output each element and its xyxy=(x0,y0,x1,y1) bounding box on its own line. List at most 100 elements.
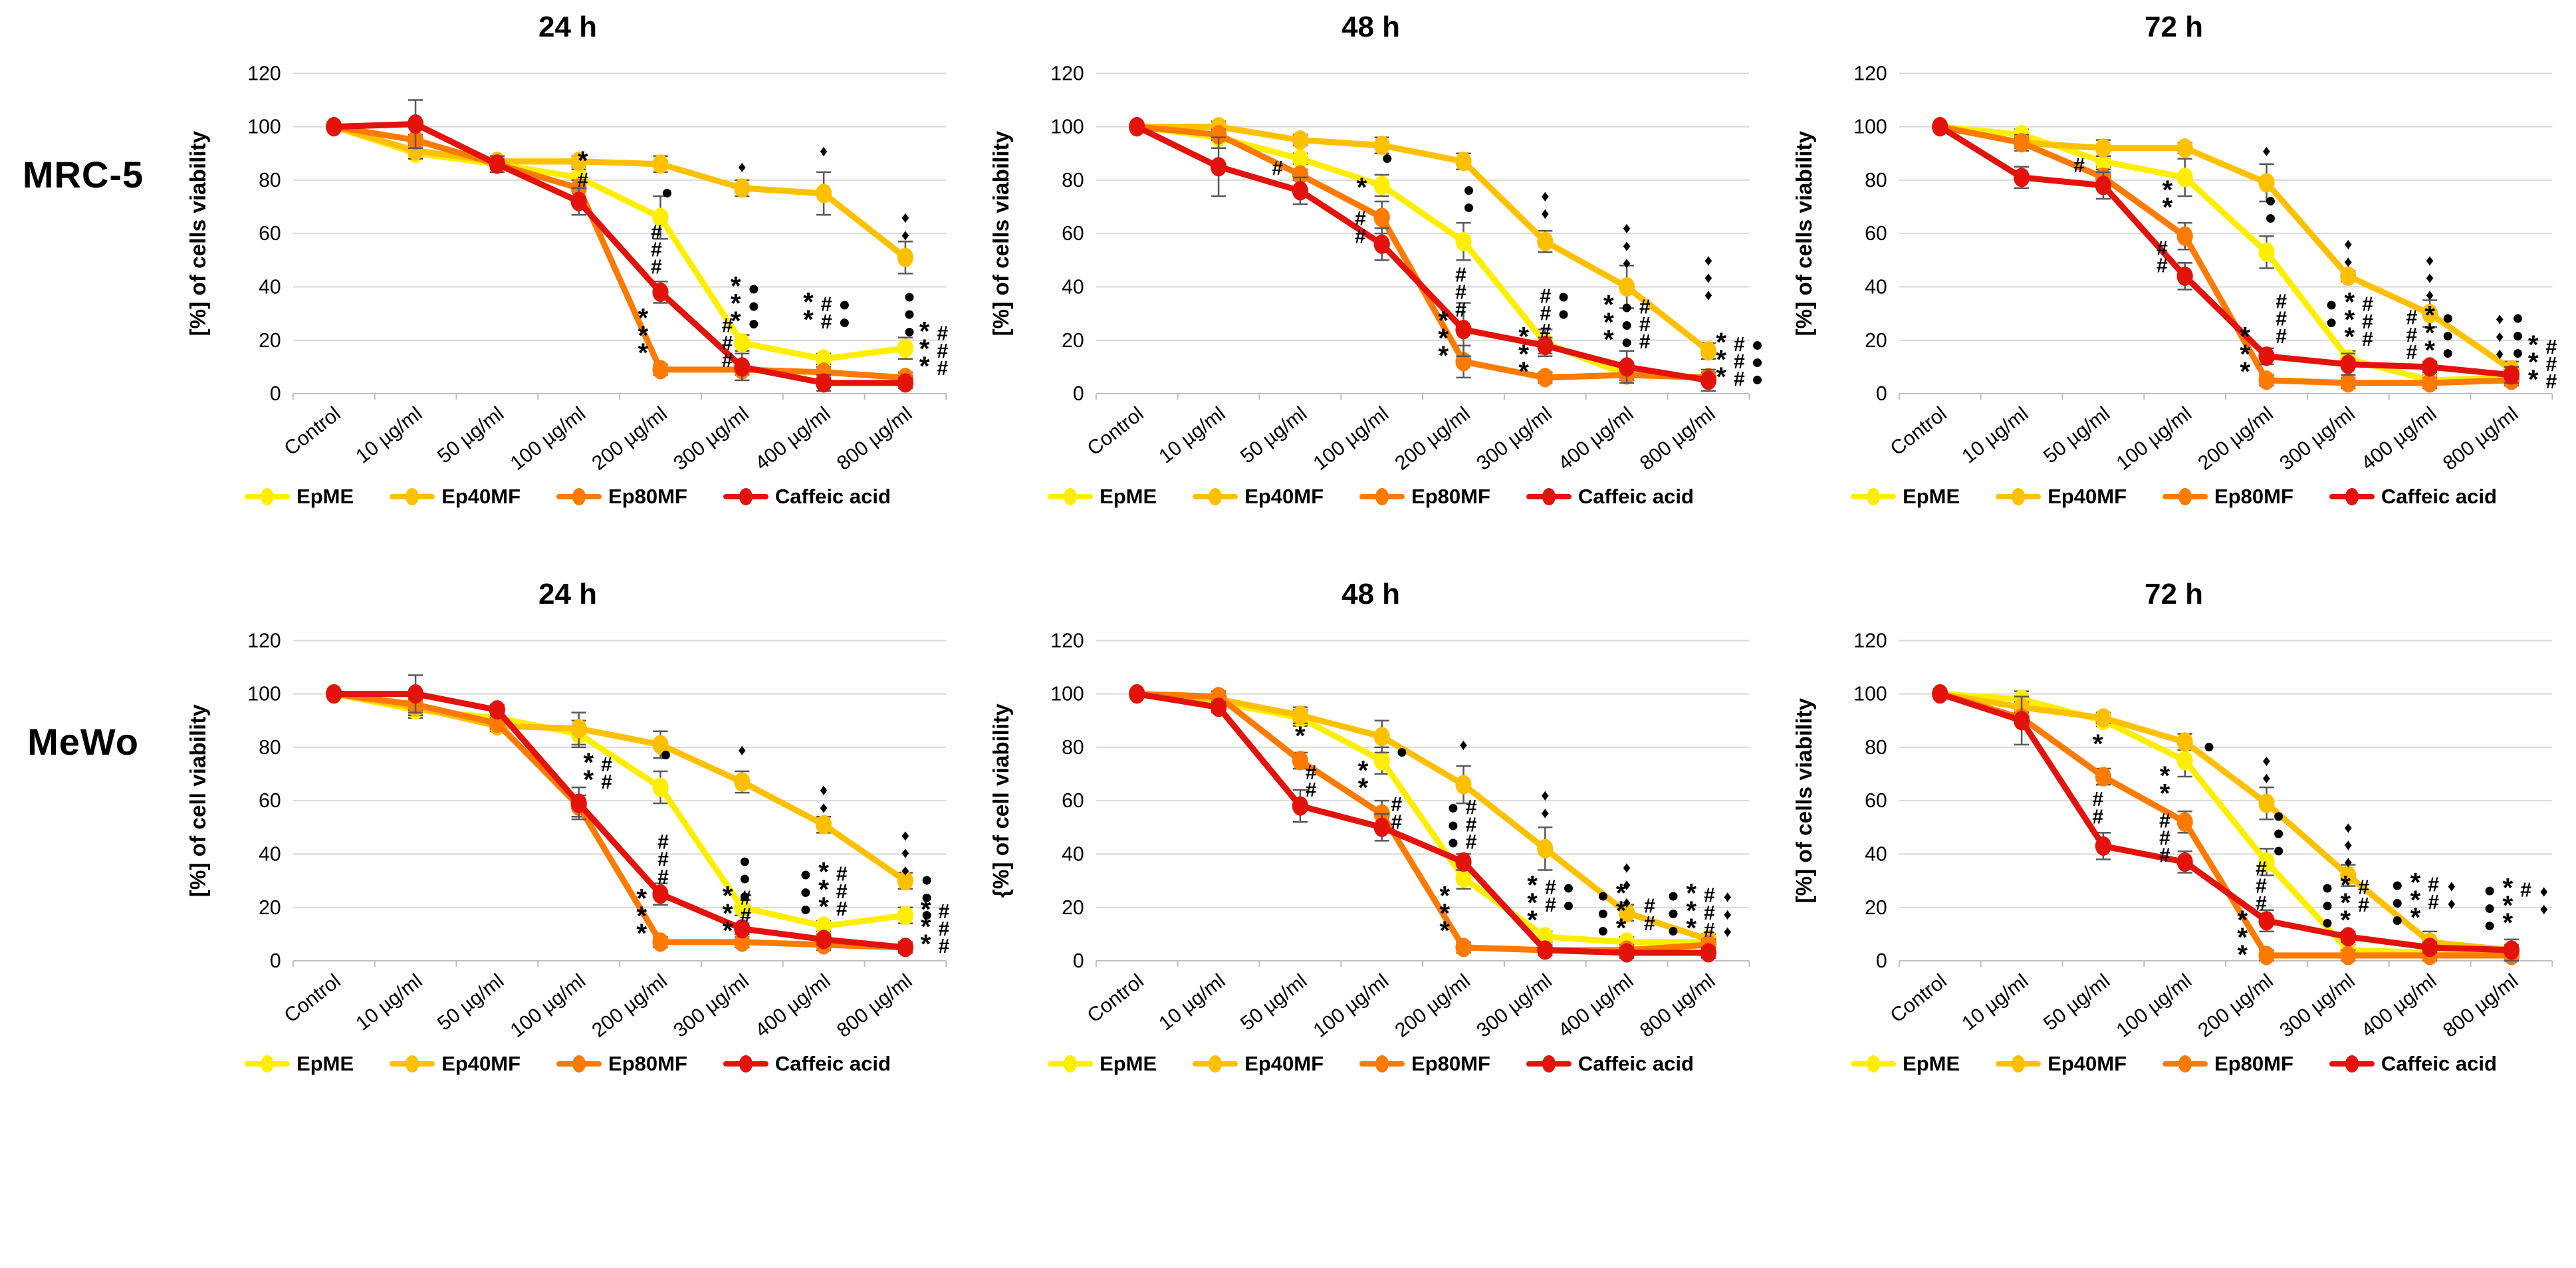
x-tick-label: 200 µg/ml xyxy=(2194,403,2278,475)
significance-annotation: ♦ ♦ ♦ xyxy=(1704,251,1712,304)
legend-label: Ep80MF xyxy=(1411,1052,1490,1075)
y-tick-label: 100 xyxy=(247,116,281,138)
series-marker-caffeic-acid xyxy=(1455,320,1472,340)
series-line-ep40mf xyxy=(1936,691,2515,953)
series-line-caffeic-acid xyxy=(330,121,909,386)
chart-mrc5-24h: 24 h 0 20 40 60 80 100 120 [%] of cells viabilit… xyxy=(166,0,969,509)
legend-swatch-icon xyxy=(1359,1055,1405,1073)
series-marker-caffeic-acid xyxy=(2422,357,2438,377)
legend-marker-icon xyxy=(1064,1055,1078,1073)
legend-item-caffeic-acid: Caffeic acid xyxy=(723,1052,891,1076)
legend-label: Ep40MF xyxy=(1244,485,1324,508)
series-marker-caffeic-acid xyxy=(2503,940,2520,960)
x-tick-label: 400 µg/ml xyxy=(1554,970,1637,1042)
series-line-ep40mf xyxy=(1936,124,2515,373)
x-tick-label: 300 µg/ml xyxy=(2276,970,2359,1042)
legend-label: EpME xyxy=(296,1052,354,1075)
series-marker-epme xyxy=(897,906,914,926)
legend-swatch-icon xyxy=(1193,488,1238,505)
x-tick-label: 300 µg/ml xyxy=(669,403,753,475)
chart-legend: EpME Ep40MF Ep80MF Caffeic acid xyxy=(1772,485,2575,509)
series-marker-caffeic-acid xyxy=(897,373,914,393)
legend-marker-icon xyxy=(2178,488,2192,505)
series-marker-ep40mf xyxy=(2095,708,2111,728)
legend-label: Ep40MF xyxy=(441,485,521,508)
chart-mewo-48h: 48 h 0 20 40 60 80 100 120 {%] of cell viability… xyxy=(969,567,1772,1076)
y-tick-label: 100 xyxy=(247,684,281,705)
series-marker-ep40mf xyxy=(1373,136,1390,156)
series-marker-ep40mf xyxy=(570,719,587,739)
series-marker-ep80mf xyxy=(1292,751,1308,771)
series-line-epme xyxy=(1936,691,2515,956)
series-marker-caffeic-acid xyxy=(897,938,914,957)
y-tick-label: 120 xyxy=(247,63,281,84)
legend-item-epme: EpME xyxy=(1851,485,1960,509)
significance-annotation: ● ● xyxy=(1558,286,1570,325)
x-tick-label: Control xyxy=(1887,970,1951,1027)
x-tick-label: 400 µg/ml xyxy=(751,970,834,1042)
chart-title: 72 h xyxy=(2144,578,2204,610)
series-line-caffeic-acid xyxy=(330,691,909,951)
series-marker-caffeic-acid xyxy=(734,357,751,377)
y-tick-label: 0 xyxy=(1073,950,1084,972)
x-tick-label: 400 µg/ml xyxy=(2357,970,2440,1042)
series-marker-ep80mf xyxy=(2340,946,2357,965)
legend-marker-icon xyxy=(572,488,586,505)
legend-marker-icon xyxy=(2345,1055,2359,1073)
legend-swatch-icon xyxy=(1996,488,2042,505)
x-tick-label: 800 µg/ml xyxy=(2439,970,2522,1042)
series-marker-caffeic-acid xyxy=(2503,365,2520,385)
significance-annotation: # # # xyxy=(836,864,848,920)
significance-annotation: ♦ ♦ ♦ xyxy=(1623,859,1631,912)
y-tick-label: 20 xyxy=(259,897,281,919)
x-tick-label: 800 µg/ml xyxy=(1636,403,1719,475)
series-marker-caffeic-acid xyxy=(489,154,505,174)
significance-annotation: * * * xyxy=(1716,327,1726,392)
legend-label: Caffeic acid xyxy=(1578,485,1694,508)
significance-annotation: ♦ xyxy=(820,142,828,160)
significance-annotation: # # # xyxy=(2276,291,2287,348)
y-tick-label: 40 xyxy=(259,844,281,866)
significance-annotation: * * * xyxy=(2237,905,2248,969)
series-marker-ep80mf xyxy=(2095,767,2111,787)
series-marker-caffeic-acid xyxy=(652,884,669,904)
significance-annotation: * * * xyxy=(1616,878,1627,943)
significance-annotation: # # # xyxy=(1540,286,1551,342)
series-marker-ep40mf xyxy=(1292,130,1308,150)
row-mewo: MeWo 24 h 0 20 40 60 80 100 120 [%] of cell viab… xyxy=(0,567,2576,1076)
y-axis-label: {%] of cell viability xyxy=(989,703,1014,898)
significance-annotation: # # # xyxy=(1704,885,1715,942)
y-axis-label: [%] of cells viability xyxy=(1792,697,1817,903)
legend-swatch-icon xyxy=(1851,1055,1897,1073)
series-marker-ep80mf xyxy=(1537,368,1554,388)
x-tick-label: 300 µg/ml xyxy=(2276,403,2359,475)
chart-title: 72 h xyxy=(2144,11,2204,43)
series-marker-ep40mf xyxy=(1292,705,1308,725)
y-tick-label: 100 xyxy=(1853,116,1887,138)
x-tick-label: 200 µg/ml xyxy=(588,970,671,1042)
significance-annotation: # # # xyxy=(657,831,669,888)
series-marker-ep40mf xyxy=(1619,277,1635,297)
legend-item-ep40mf: Ep40MF xyxy=(1996,485,2127,509)
series-marker-ep40mf xyxy=(2176,138,2193,158)
x-tick-label: 100 µg/ml xyxy=(1310,970,1393,1042)
significance-annotation: ♦ xyxy=(2262,142,2270,160)
x-tick-label: 800 µg/ml xyxy=(833,970,916,1042)
legend-label: Ep80MF xyxy=(608,1052,687,1075)
series-line-ep80mf xyxy=(330,691,909,951)
significance-annotation: ● ● ● xyxy=(2442,307,2454,364)
significance-annotation: ♦ ♦ xyxy=(901,209,909,244)
significance-annotation: * * * xyxy=(2424,301,2435,365)
x-tick-label: 50 µg/ml xyxy=(1236,403,1311,468)
legend-item-ep40mf: Ep40MF xyxy=(1193,1052,1324,1076)
x-tick-label: 200 µg/ml xyxy=(2194,970,2278,1042)
series-line-ep80mf xyxy=(1936,124,2515,386)
y-tick-label: 80 xyxy=(1865,170,1887,191)
legend-marker-icon xyxy=(1209,1055,1223,1073)
legend-marker-icon xyxy=(1867,1055,1881,1073)
y-tick-label: 80 xyxy=(1062,737,1084,759)
y-axis-label: [%] of cells viability xyxy=(186,130,211,336)
series-marker-epme xyxy=(2258,852,2275,872)
significance-annotation: * * * xyxy=(1439,881,1450,946)
series-marker-caffeic-acid xyxy=(407,114,424,134)
